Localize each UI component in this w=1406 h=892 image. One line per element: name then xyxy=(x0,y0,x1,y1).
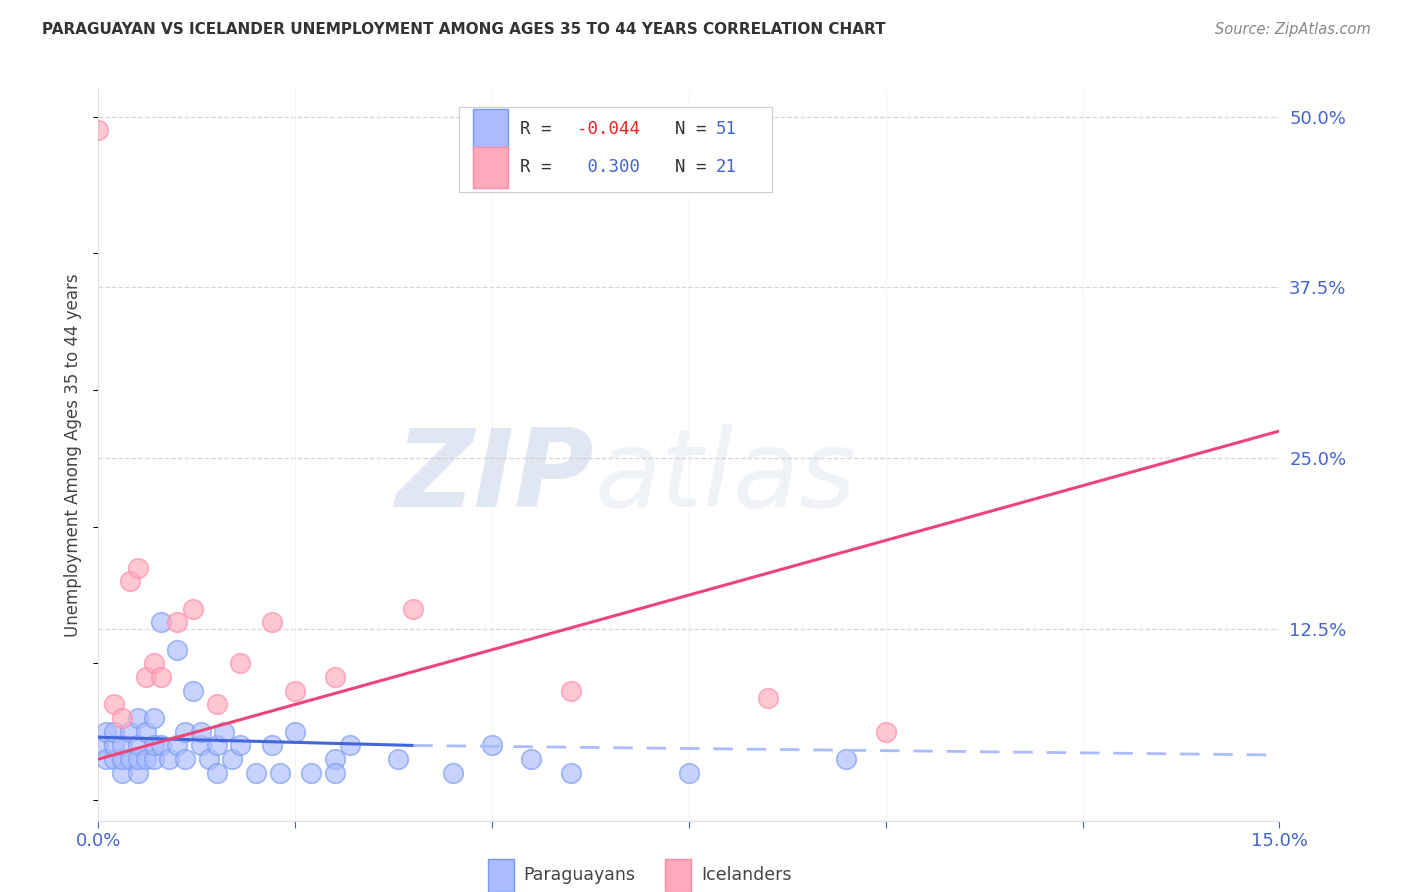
Point xyxy=(142,657,165,671)
Point xyxy=(260,739,283,753)
Point xyxy=(142,752,165,766)
Point xyxy=(835,752,858,766)
Point xyxy=(103,698,125,712)
Point xyxy=(323,752,346,766)
Point xyxy=(339,739,361,753)
Point xyxy=(118,574,141,589)
Text: ZIP: ZIP xyxy=(396,424,595,530)
Point xyxy=(150,739,173,753)
Point xyxy=(174,724,197,739)
Y-axis label: Unemployment Among Ages 35 to 44 years: Unemployment Among Ages 35 to 44 years xyxy=(65,273,83,637)
Point xyxy=(166,739,188,753)
Point xyxy=(756,690,779,705)
Point xyxy=(520,752,543,766)
FancyBboxPatch shape xyxy=(488,859,515,892)
Point xyxy=(135,724,157,739)
Text: R =: R = xyxy=(520,159,562,177)
Point xyxy=(190,724,212,739)
Point xyxy=(166,642,188,657)
Point xyxy=(150,615,173,630)
Point xyxy=(190,739,212,753)
Point xyxy=(127,765,149,780)
Text: PARAGUAYAN VS ICELANDER UNEMPLOYMENT AMONG AGES 35 TO 44 YEARS CORRELATION CHART: PARAGUAYAN VS ICELANDER UNEMPLOYMENT AMO… xyxy=(42,22,886,37)
Point xyxy=(127,560,149,574)
Point xyxy=(87,123,110,137)
Point xyxy=(205,739,228,753)
Point xyxy=(166,615,188,630)
FancyBboxPatch shape xyxy=(458,108,772,192)
Point xyxy=(127,739,149,753)
Text: atlas: atlas xyxy=(595,425,856,529)
Text: 51: 51 xyxy=(716,120,737,138)
FancyBboxPatch shape xyxy=(472,110,508,150)
Point xyxy=(221,752,243,766)
Point xyxy=(103,724,125,739)
Point xyxy=(181,601,204,615)
Point xyxy=(142,711,165,725)
Point xyxy=(135,670,157,684)
Text: 0.300: 0.300 xyxy=(576,159,640,177)
Text: Source: ZipAtlas.com: Source: ZipAtlas.com xyxy=(1215,22,1371,37)
FancyBboxPatch shape xyxy=(665,859,692,892)
Text: N =: N = xyxy=(654,159,717,177)
Point xyxy=(560,765,582,780)
Point xyxy=(875,724,897,739)
Point xyxy=(142,739,165,753)
Point xyxy=(323,670,346,684)
Text: Icelanders: Icelanders xyxy=(700,866,792,885)
Text: Paraguayans: Paraguayans xyxy=(523,866,636,885)
Point xyxy=(127,711,149,725)
Text: -0.044: -0.044 xyxy=(576,120,640,138)
Point xyxy=(135,752,157,766)
Point xyxy=(174,752,197,766)
Text: R =: R = xyxy=(520,120,562,138)
Point xyxy=(481,739,503,753)
Point xyxy=(96,752,118,766)
Point xyxy=(87,739,110,753)
Point xyxy=(299,765,322,780)
Point xyxy=(214,724,236,739)
Point xyxy=(229,657,252,671)
Point xyxy=(111,765,134,780)
Point xyxy=(127,752,149,766)
Point xyxy=(205,765,228,780)
Point xyxy=(111,711,134,725)
Point xyxy=(441,765,464,780)
Point xyxy=(402,601,425,615)
Point xyxy=(387,752,409,766)
Point xyxy=(111,739,134,753)
Point xyxy=(150,670,173,684)
Point xyxy=(197,752,219,766)
Point xyxy=(205,698,228,712)
Point xyxy=(560,683,582,698)
Point xyxy=(229,739,252,753)
Point xyxy=(111,752,134,766)
Point xyxy=(118,724,141,739)
Point xyxy=(323,765,346,780)
FancyBboxPatch shape xyxy=(472,147,508,187)
Point xyxy=(118,752,141,766)
Point xyxy=(103,752,125,766)
Point xyxy=(157,752,180,766)
Point xyxy=(269,765,291,780)
Point xyxy=(284,683,307,698)
Point xyxy=(103,739,125,753)
Point xyxy=(678,765,700,780)
Point xyxy=(260,615,283,630)
Point xyxy=(96,724,118,739)
Point xyxy=(181,683,204,698)
Text: N =: N = xyxy=(654,120,717,138)
Point xyxy=(284,724,307,739)
Text: 21: 21 xyxy=(716,159,737,177)
Point xyxy=(245,765,267,780)
